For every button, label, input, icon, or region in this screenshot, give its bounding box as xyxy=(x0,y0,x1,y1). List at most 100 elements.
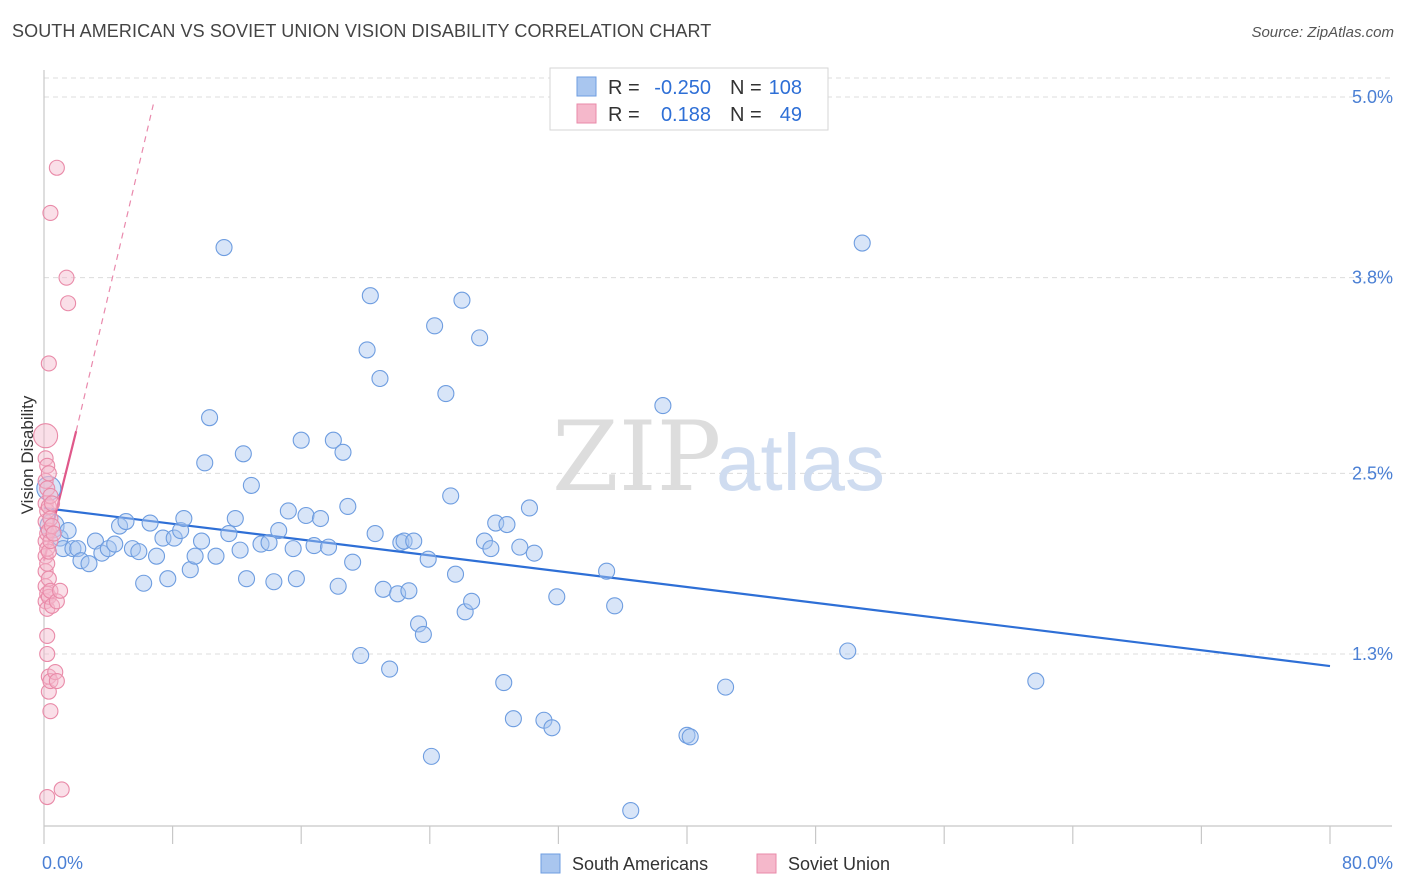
legend-bottom-swatch-pink xyxy=(756,853,777,874)
point-south-americans xyxy=(361,287,379,305)
legend-bottom-label-blue: South Americans xyxy=(572,854,708,874)
point-south-americans xyxy=(186,547,204,565)
y-tick-label-2: 2.5% xyxy=(1352,463,1393,483)
legend-top-n-value-blue: 108 xyxy=(769,77,802,99)
point-south-americans xyxy=(130,543,148,561)
point-soviet-union xyxy=(48,673,65,690)
trend-line-soviet-union-extension xyxy=(75,104,154,432)
point-south-americans xyxy=(437,385,455,403)
point-south-americans xyxy=(242,476,260,494)
point-soviet-union xyxy=(43,495,61,512)
point-soviet-union xyxy=(42,703,59,720)
point-south-americans xyxy=(717,678,735,696)
point-south-americans xyxy=(405,532,423,550)
point-south-americans xyxy=(381,660,399,678)
legend-top-swatch-pink xyxy=(576,103,597,124)
legend-top-r-value-blue: -0.250 xyxy=(654,77,711,99)
point-south-americans xyxy=(311,509,330,528)
point-soviet-union xyxy=(42,204,59,221)
point-south-americans xyxy=(117,512,135,531)
x-tick-label-0: 0.0% xyxy=(42,853,83,873)
point-soviet-union xyxy=(43,597,61,614)
point-south-americans xyxy=(598,562,616,580)
point-south-americans xyxy=(220,525,238,543)
legend-top-r-label-blue: R = xyxy=(608,77,640,99)
point-south-americans xyxy=(839,642,857,660)
point-soviet-union xyxy=(40,465,57,482)
point-south-americans xyxy=(147,547,166,565)
point-south-americans xyxy=(339,497,357,516)
series-south-americans xyxy=(36,234,1045,820)
point-south-americans xyxy=(606,597,624,615)
chart-title: SOUTH AMERICAN VS SOVIET UNION VISION DI… xyxy=(12,21,712,41)
y-tick-label-1: 3.8% xyxy=(1352,268,1393,288)
point-south-americans xyxy=(215,238,233,257)
point-south-americans xyxy=(80,555,98,573)
point-soviet-union xyxy=(58,269,75,286)
point-south-americans xyxy=(504,710,522,728)
point-soviet-union xyxy=(60,295,77,312)
point-south-americans xyxy=(622,802,640,820)
point-south-americans xyxy=(463,592,481,610)
point-south-americans xyxy=(141,514,159,532)
point-soviet-union xyxy=(40,355,57,372)
point-south-americans xyxy=(175,509,193,528)
point-south-americans xyxy=(525,544,543,562)
point-south-americans xyxy=(374,580,392,598)
point-south-americans xyxy=(681,728,699,746)
point-south-americans xyxy=(453,291,471,309)
point-south-americans xyxy=(64,540,82,558)
point-south-americans xyxy=(231,541,249,559)
point-south-americans xyxy=(287,570,305,588)
point-south-americans xyxy=(495,674,513,692)
point-south-americans xyxy=(366,525,384,543)
legend-top-n-label-pink: N = xyxy=(730,104,762,126)
point-south-americans xyxy=(422,747,440,765)
x-tick-label-1: 80.0% xyxy=(1342,853,1393,873)
point-south-americans xyxy=(426,317,444,335)
point-south-americans xyxy=(135,574,153,592)
point-soviet-union xyxy=(40,570,57,587)
point-south-americans xyxy=(106,535,124,553)
legend-bottom-swatch-blue xyxy=(540,853,561,874)
point-south-americans xyxy=(358,341,376,359)
legend-top-swatch-blue xyxy=(576,76,597,97)
point-south-americans xyxy=(409,615,428,633)
point-south-americans xyxy=(159,570,177,588)
series-soviet-union xyxy=(33,159,77,806)
legend-bottom: South Americans Soviet Union xyxy=(540,853,890,874)
point-south-americans xyxy=(400,582,418,600)
point-south-americans xyxy=(334,443,352,461)
point-soviet-union xyxy=(33,423,59,449)
point-south-americans xyxy=(270,522,288,540)
point-south-americans xyxy=(371,369,389,388)
legend-top-r-label-pink: R = xyxy=(608,104,640,126)
point-south-americans xyxy=(456,603,474,621)
point-south-americans xyxy=(511,538,529,556)
point-south-americans xyxy=(305,537,323,555)
point-south-americans xyxy=(654,397,672,415)
point-south-americans xyxy=(59,522,77,540)
legend-top-n-value-pink: 49 xyxy=(780,104,802,126)
point-south-americans xyxy=(234,445,252,463)
point-soviet-union xyxy=(45,525,62,542)
y-axis-label: Vision Disability xyxy=(18,395,37,514)
source-credit: Source: ZipAtlas.com xyxy=(1251,24,1394,41)
watermark: ZIP atlas xyxy=(552,401,885,513)
y-tick-label-0: 5.0% xyxy=(1352,87,1393,107)
point-south-americans xyxy=(237,570,256,588)
point-south-americans xyxy=(1027,672,1045,690)
point-soviet-union xyxy=(48,159,65,176)
point-south-americans xyxy=(471,329,489,347)
point-south-americans xyxy=(319,538,338,556)
point-south-americans xyxy=(192,532,211,550)
point-south-americans xyxy=(442,487,460,505)
point-south-americans xyxy=(344,553,362,571)
tick-labels: 5.0% 3.8% 2.5% 1.3% 0.0% 80.0% xyxy=(42,87,1393,873)
point-south-americans xyxy=(292,431,310,449)
point-soviet-union xyxy=(53,781,70,798)
point-south-americans xyxy=(297,506,315,525)
point-south-americans xyxy=(329,577,347,595)
watermark-zip: ZIP xyxy=(552,401,721,513)
point-south-americans xyxy=(543,719,561,737)
